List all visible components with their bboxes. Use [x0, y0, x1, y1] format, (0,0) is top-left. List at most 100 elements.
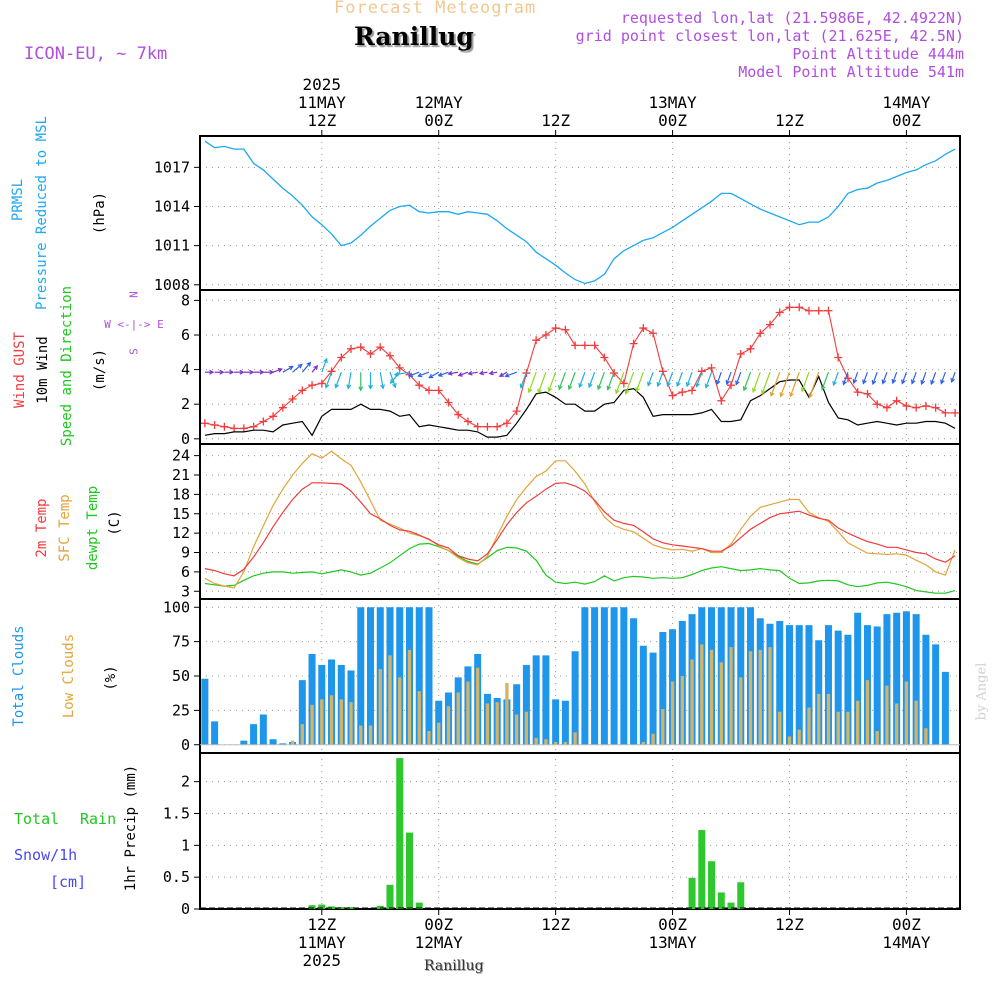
wind-direction-arrow: [548, 371, 557, 392]
y-tick-label: 100: [163, 598, 190, 616]
gust-marker: [795, 303, 804, 312]
location-title: Ranillug: [354, 22, 474, 51]
rain-bar: [396, 758, 404, 909]
wind-arrow-head: [930, 379, 935, 386]
gust-marker: [892, 396, 901, 405]
gust-marker: [658, 367, 667, 376]
total-cloud-bar: [795, 625, 803, 745]
gust-marker: [454, 410, 463, 419]
gust-marker: [804, 306, 813, 315]
total-cloud-bar: [844, 634, 852, 745]
low-cloud-bar: [320, 699, 324, 745]
rain-bar: [318, 904, 326, 909]
wind-direction-arrow: [458, 371, 469, 377]
gust-marker: [727, 381, 736, 390]
compass-west-east: W <-|-> E: [104, 318, 164, 331]
gust-marker: [259, 417, 268, 426]
wind-arrow-head: [558, 385, 563, 391]
total-cloud-bar: [912, 614, 920, 745]
y-tick-label: 75: [172, 633, 190, 651]
gust-marker: [668, 391, 677, 400]
wind-arrow-head: [779, 392, 785, 398]
rain-bar: [376, 905, 384, 909]
dewpoint-line: [204, 542, 956, 594]
total-cloud-bar: [571, 651, 579, 745]
rain-bar: [337, 907, 345, 909]
wind-arrow-head: [428, 373, 434, 379]
wind-arrow-head: [219, 369, 225, 375]
wind-direction-arrow: [842, 371, 849, 385]
wind-arrow-head: [832, 380, 837, 387]
wind-direction-arrow: [528, 371, 537, 393]
top-time-label: 12Z: [541, 111, 570, 130]
gust-marker: [502, 419, 511, 428]
wind-arrow-head: [389, 378, 395, 384]
wind-arrow-head: [606, 385, 612, 391]
total-cloud-bar: [922, 634, 930, 745]
low-cloud-bar: [456, 692, 460, 745]
panel-frame: [199, 135, 961, 291]
panel-frame: [199, 443, 961, 600]
wind-arrow-head: [588, 382, 593, 389]
wind-arrow-head: [323, 357, 328, 363]
top-time-label: 12Z: [307, 111, 336, 130]
low-cloud-bar: [885, 685, 889, 745]
wind-arrow-head: [751, 387, 757, 393]
y-tick-label: 12: [172, 524, 190, 542]
bottom-time-label: 13MAY: [648, 933, 697, 952]
pressure-line: [204, 140, 956, 285]
wind-direction-arrow: [666, 371, 674, 387]
wind-direction-arrow: [325, 371, 333, 388]
gust-marker: [902, 401, 911, 410]
total-cloud-bar: [542, 655, 550, 745]
wind-arrow-head: [901, 379, 906, 385]
low-cloud-bar: [875, 731, 879, 745]
bottom-time-label: 14MAY: [882, 933, 931, 952]
gust-marker: [415, 381, 424, 390]
wind-arrow-head: [852, 378, 858, 385]
low-cloud-bar: [417, 691, 421, 745]
low-cloud-bar: [700, 644, 704, 745]
wind-arrow-head: [537, 388, 542, 394]
wind-direction-arrow: [635, 371, 644, 392]
low-cloud-bar: [368, 725, 373, 745]
y-tick-label: 1008: [154, 276, 190, 294]
wind-direction-arrow: [537, 371, 547, 393]
wind-arrow-head: [467, 370, 473, 376]
total-cloud-bar: [298, 680, 306, 745]
wind-direction-arrow: [499, 371, 508, 377]
low-cloud-bar: [476, 667, 480, 745]
low-cloud-bar: [709, 649, 714, 745]
top-time-label: 13MAY: [648, 93, 697, 112]
total-cloud-bar: [902, 611, 910, 745]
total-cloud-bar: [620, 607, 628, 745]
rain-bar: [347, 907, 355, 909]
low-cloud-bar: [739, 677, 743, 745]
gust-marker: [834, 353, 843, 362]
wind-direction-arrow: [438, 371, 449, 377]
gust-marker: [269, 412, 278, 421]
rain-bar: [698, 830, 706, 909]
wind-direction-arrow: [853, 371, 859, 384]
wind-direction-arrow: [647, 371, 654, 386]
gust-marker: [200, 419, 209, 428]
precip-rain-label: Rain: [80, 810, 117, 828]
wind-arrow-head: [334, 383, 340, 389]
wind-arrow-head: [920, 379, 926, 386]
wind-arrow-head: [614, 389, 620, 395]
point-altitude: Point Altitude 444m: [792, 45, 964, 63]
wind-arrow-head: [624, 389, 630, 395]
gust-marker: [697, 367, 706, 376]
y-tick-label: 24: [172, 447, 190, 465]
top-time-label: 12Z: [775, 111, 804, 130]
wind-arrow-head: [488, 370, 494, 376]
wind-arrow-head: [358, 386, 364, 392]
total-cloud-bar: [396, 607, 404, 745]
wind-direction-arrow: [558, 371, 566, 390]
low-cloud-bar: [690, 659, 694, 745]
low-cloud-bar: [466, 681, 470, 745]
bottom-time-label: 12Z: [307, 915, 336, 934]
wind-arrow-head: [647, 381, 652, 387]
wind-direction-arrow: [479, 371, 488, 375]
gust-marker: [746, 344, 755, 353]
